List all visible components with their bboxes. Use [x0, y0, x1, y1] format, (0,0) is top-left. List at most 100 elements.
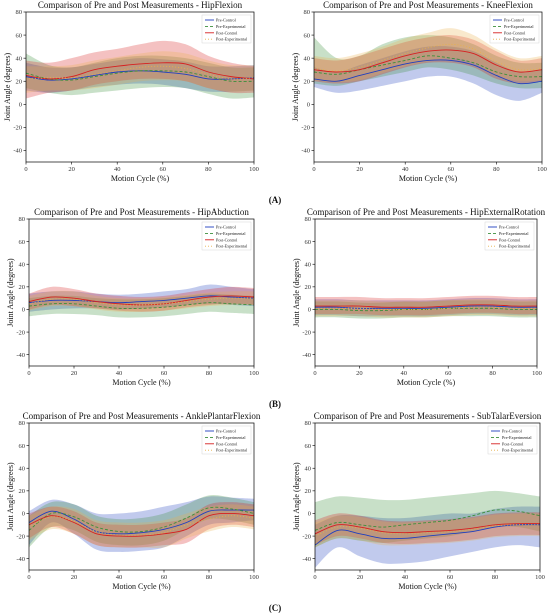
chart-hip-abduction: Comparison of Pre and Post Measurements … — [6, 207, 259, 387]
y-tick-label: -40 — [302, 556, 311, 563]
band-pre-experimental — [26, 53, 254, 99]
x-tick-label: 100 — [249, 574, 259, 581]
x-tick-label: 0 — [24, 166, 27, 173]
x-tick-label: 0 — [27, 574, 30, 581]
y-axis-label: Joint Angle (degrees) — [3, 52, 12, 121]
y-tick-label: 0 — [22, 511, 25, 518]
legend-label: Pre-Control — [499, 225, 520, 230]
y-axis-label: Joint Angle (degrees) — [292, 258, 301, 327]
legend-label: Pre-Experimental — [504, 24, 534, 29]
y-tick-label: -20 — [16, 329, 25, 336]
x-axis-label: Motion Cycle (%) — [397, 378, 456, 387]
line-post-experimental — [314, 43, 542, 72]
chart-hip-external-rotation: Comparison of Pre and Post Measurements … — [292, 207, 546, 387]
y-tick-label: 40 — [19, 465, 26, 472]
axes-frame — [25, 11, 255, 163]
x-tick-label: 60 — [161, 370, 168, 377]
x-tick-label: 40 — [116, 574, 123, 581]
y-tick-label: 80 — [305, 216, 312, 223]
chart-subtalar-eversion: Comparison of Pre and Post Measurements … — [292, 411, 545, 591]
x-axis-label: Motion Cycle (%) — [112, 378, 171, 387]
y-axis-label: Joint Angle (degrees) — [6, 462, 15, 531]
legend-label: Post-Experimental — [216, 244, 248, 249]
y-tick-label: 20 — [16, 78, 23, 85]
x-tick-label: 40 — [114, 166, 121, 173]
legend-label: Pre-Control — [216, 18, 237, 23]
y-tick-label: 80 — [305, 420, 312, 427]
plot-area — [26, 40, 254, 99]
y-tick-label: -40 — [302, 352, 311, 359]
x-tick-label: 100 — [535, 574, 545, 581]
line-post-control — [315, 304, 537, 308]
legend-label: Post-Control — [499, 237, 521, 242]
band-pre-control — [315, 506, 540, 568]
legend-label: Pre-Control — [504, 18, 525, 23]
y-tick-label: 60 — [304, 32, 311, 39]
y-tick-label: 20 — [305, 488, 312, 495]
chart-title: Comparison of Pre and Post Measurements … — [23, 411, 261, 421]
y-tick-label: 60 — [305, 443, 312, 450]
axes-frame — [314, 218, 538, 367]
line-pre-experimental — [26, 70, 254, 83]
legend-label: Post-Experimental — [502, 448, 534, 453]
legend-label: Pre-Control — [216, 225, 237, 230]
legend-label: Pre-Control — [502, 429, 523, 434]
x-tick-label: 20 — [356, 370, 363, 377]
band-post-control — [26, 40, 254, 99]
line-pre-control — [315, 305, 537, 309]
chart-title: Comparison of Pre and Post Measurements … — [323, 0, 533, 10]
x-tick-label: 80 — [206, 370, 213, 377]
legend-label: Post-Experimental — [504, 37, 536, 42]
legend-label: Post-Experimental — [216, 37, 248, 42]
line-pre-experimental — [29, 302, 254, 309]
line-post-experimental — [315, 524, 540, 537]
legend-label: Post-Experimental — [499, 244, 531, 249]
line-pre-experimental — [29, 506, 254, 533]
y-tick-label: 0 — [19, 102, 22, 109]
x-tick-label: 0 — [313, 370, 316, 377]
x-axis-label: Motion Cycle (%) — [112, 582, 171, 591]
x-tick-label: 40 — [401, 370, 408, 377]
y-tick-label: 60 — [305, 239, 312, 246]
legend-label: Post-Control — [502, 441, 524, 446]
y-tick-label: -20 — [16, 533, 25, 540]
chart-title: Comparison of Pre and Post Measurements … — [34, 207, 249, 217]
axes-frame — [313, 11, 543, 163]
band-post-control — [29, 502, 254, 548]
legend-label: Post-Experimental — [216, 448, 248, 453]
x-axis-label: Motion Cycle (%) — [398, 582, 457, 591]
legend-label: Post-Control — [216, 441, 238, 446]
band-pre-experimental — [29, 495, 254, 548]
band-pre-control — [314, 46, 542, 101]
y-tick-label: 80 — [19, 216, 26, 223]
line-pre-control — [29, 295, 254, 304]
line-post-experimental — [29, 515, 254, 536]
chart-hip-flexion: Comparison of Pre and Post Measurements … — [3, 0, 259, 183]
band-pre-experimental — [314, 35, 542, 89]
chart-title: Comparison of Pre and Post Measurements … — [307, 207, 546, 217]
line-post-control — [315, 523, 540, 535]
chart-title: Comparison of Pre and Post Measurements … — [38, 0, 243, 10]
x-tick-label: 20 — [356, 166, 363, 173]
y-tick-label: 80 — [304, 9, 311, 16]
axes-frame — [28, 218, 255, 367]
x-tick-label: 20 — [357, 574, 364, 581]
line-post-experimental — [315, 306, 537, 310]
y-tick-label: 0 — [307, 102, 310, 109]
band-pre-control — [26, 58, 254, 93]
legend-label: Post-Control — [216, 237, 238, 242]
x-tick-label: 100 — [537, 166, 547, 173]
line-post-control — [314, 49, 542, 73]
band-post-control — [315, 512, 540, 546]
y-tick-label: -20 — [301, 125, 310, 132]
y-tick-label: -40 — [16, 556, 25, 563]
y-tick-label: 80 — [16, 9, 23, 16]
x-tick-label: 40 — [116, 370, 123, 377]
x-tick-label: 60 — [445, 370, 452, 377]
legend-label: Pre-Experimental — [499, 231, 529, 236]
